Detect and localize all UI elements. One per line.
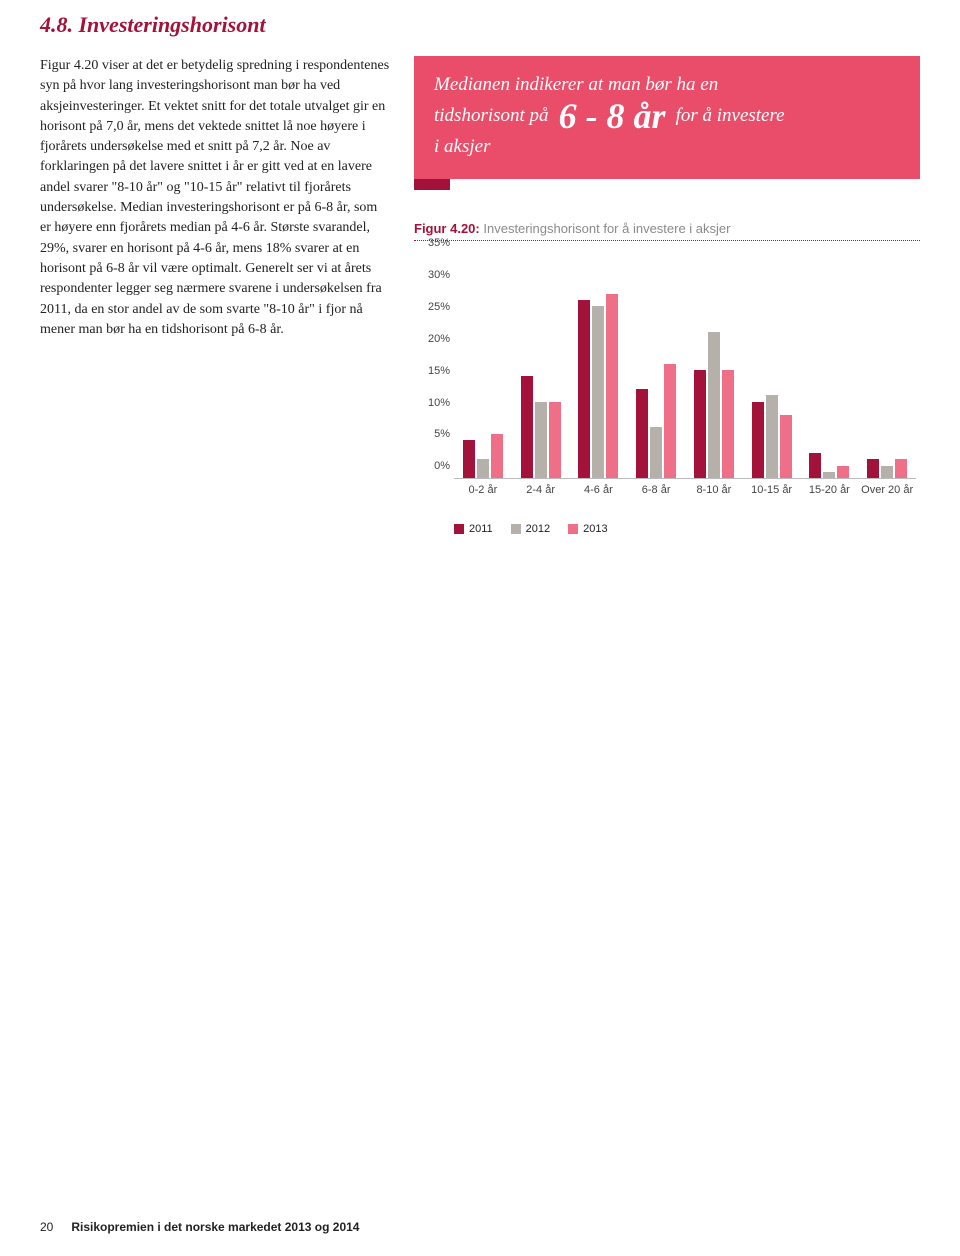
x-tick-label: 8-10 år	[685, 484, 743, 496]
chart-legend: 2011 2012 2013	[454, 523, 920, 535]
bar	[837, 466, 849, 479]
doc-title: Risikopremien i det norske markedet 2013…	[71, 1220, 359, 1234]
x-tick-label: 2-4 år	[512, 484, 570, 496]
bar	[895, 459, 907, 478]
bar-group: 15-20 år	[801, 255, 859, 478]
bar	[867, 459, 879, 478]
x-tick-label: Over 20 år	[858, 484, 916, 496]
bar	[650, 427, 662, 478]
y-tick-label: 10%	[414, 397, 450, 409]
legend-swatch	[454, 524, 464, 534]
y-tick-label: 15%	[414, 365, 450, 377]
bar	[881, 466, 893, 479]
callout-mid-right: for å investere	[676, 103, 785, 129]
bar-chart: 0%5%10%15%20%25%30%35%0-2 år2-4 år4-6 år…	[414, 249, 920, 509]
legend-item: 2012	[511, 523, 550, 535]
callout-big-number: 6 - 8 år	[553, 98, 672, 134]
y-tick-label: 35%	[414, 237, 450, 249]
chart-caption: Figur 4.20: Investeringshorisont for å i…	[414, 221, 920, 236]
bar	[477, 459, 489, 478]
plot-area: 0%5%10%15%20%25%30%35%0-2 år2-4 år4-6 år…	[454, 255, 916, 479]
section-title: 4.8. Investeringshorisont	[40, 0, 920, 56]
callout-box: Medianen indikerer at man bør ha en tids…	[414, 56, 920, 179]
legend-label: 2013	[583, 523, 607, 535]
y-tick-label: 20%	[414, 333, 450, 345]
figure-number: Figur 4.20:	[414, 221, 480, 236]
legend-item: 2011	[454, 523, 493, 535]
bar	[694, 370, 706, 478]
bar-group: 8-10 år	[685, 255, 743, 478]
y-tick-label: 5%	[414, 428, 450, 440]
right-column: Medianen indikerer at man bør ha en tids…	[414, 56, 920, 535]
y-tick-label: 30%	[414, 269, 450, 281]
bar-group: 10-15 år	[743, 255, 801, 478]
page-footer: 20 Risikopremien i det norske markedet 2…	[40, 1220, 359, 1234]
bar	[606, 294, 618, 479]
bar	[463, 440, 475, 478]
bar	[592, 306, 604, 478]
bar	[766, 395, 778, 478]
bar	[491, 434, 503, 479]
legend-item: 2013	[568, 523, 607, 535]
legend-swatch	[568, 524, 578, 534]
body-text: Figur 4.20 viser at det er betydelig spr…	[40, 56, 390, 535]
x-tick-label: 15-20 år	[801, 484, 859, 496]
page-number: 20	[40, 1220, 68, 1234]
x-tick-label: 10-15 år	[743, 484, 801, 496]
bar	[708, 332, 720, 479]
bar-group: 6-8 år	[627, 255, 685, 478]
bar-group: 0-2 år	[454, 255, 512, 478]
callout-mid-left: tidshorisont på	[434, 103, 549, 129]
callout-line-3: i aksjer	[434, 134, 900, 160]
x-tick-label: 6-8 år	[627, 484, 685, 496]
legend-swatch	[511, 524, 521, 534]
bar	[809, 453, 821, 478]
bar-group: 4-6 år	[570, 255, 628, 478]
callout-line-1: Medianen indikerer at man bør ha en	[434, 72, 900, 98]
bar	[752, 402, 764, 478]
legend-label: 2011	[469, 523, 493, 535]
bar	[578, 300, 590, 478]
figure-title: Investeringshorisont for å investere i a…	[483, 221, 730, 236]
bar	[521, 376, 533, 478]
callout-tab	[414, 179, 450, 190]
bar	[722, 370, 734, 478]
bar-group: 2-4 år	[512, 255, 570, 478]
bar	[664, 364, 676, 479]
bar-group: Over 20 år	[858, 255, 916, 478]
legend-label: 2012	[526, 523, 550, 535]
bar	[535, 402, 547, 478]
y-tick-label: 0%	[414, 460, 450, 472]
x-tick-label: 0-2 år	[454, 484, 512, 496]
two-column-layout: Figur 4.20 viser at det er betydelig spr…	[40, 56, 920, 535]
bar	[549, 402, 561, 478]
y-tick-label: 25%	[414, 301, 450, 313]
bar	[780, 415, 792, 479]
x-tick-label: 4-6 år	[570, 484, 628, 496]
callout-line-2: tidshorisont på 6 - 8 år for å investere	[434, 98, 900, 134]
bar	[823, 472, 835, 478]
bar	[636, 389, 648, 478]
caption-divider	[414, 240, 920, 241]
